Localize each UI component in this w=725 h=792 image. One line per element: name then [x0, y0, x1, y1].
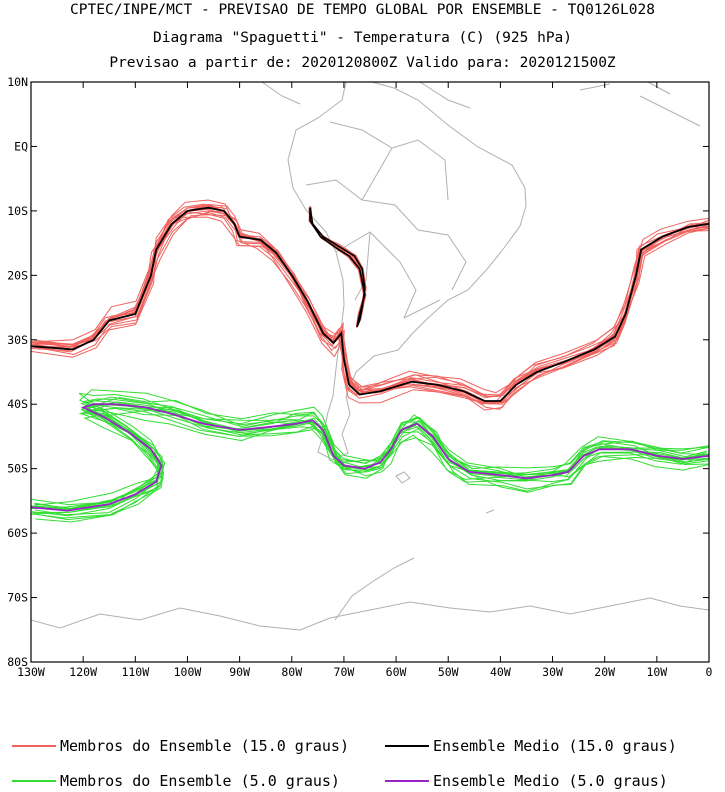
ensemble-means-layer — [31, 206, 709, 512]
y-tick-label: 20S — [7, 268, 28, 282]
legend-members-15: Membros do Ensemble (15.0 graus) — [12, 736, 349, 756]
plot-frame — [30, 81, 710, 663]
x-tick-label: 20W — [594, 665, 615, 679]
member-15c-line — [31, 203, 709, 399]
x-tick-label: 0 — [706, 665, 713, 679]
member-15c-line — [33, 205, 709, 404]
member-15c-line — [31, 204, 709, 404]
x-tick-label: 30W — [542, 665, 563, 679]
axes-layer: 130W 120W 110W 100W 90W 80W 70W 60W 50W 40W 30W 20W… — [7, 75, 712, 679]
y-tick-label: EQ — [14, 139, 28, 153]
x-tick-label: 120W — [69, 665, 97, 679]
member-15c-line — [31, 211, 707, 396]
legend-members-5: Membros do Ensemble (5.0 graus) — [12, 771, 340, 791]
legend-label-mean-15: Ensemble Medio (15.0 graus) — [433, 737, 677, 755]
x-tick-label: 10W — [646, 665, 667, 679]
south-georgia — [485, 509, 495, 514]
legend-label-members-15: Membros do Ensemble (15.0 graus) — [60, 737, 349, 755]
y-tick-label: 50S — [7, 462, 28, 476]
member-15c-line — [31, 203, 709, 411]
x-tick-label: 80W — [281, 665, 302, 679]
legend-swatch-members-5 — [12, 780, 56, 782]
x-tick-label: 130W — [17, 665, 45, 679]
legend-mean-5: Ensemble Medio (5.0 graus) — [385, 771, 668, 791]
member-5c-line — [32, 409, 709, 514]
members-5c-layer — [31, 389, 709, 523]
antarctic-peninsula — [334, 557, 415, 621]
member-15c-line — [32, 205, 709, 405]
x-tick-label: 40W — [490, 665, 511, 679]
mean-15c-andes-line — [309, 207, 366, 328]
x-tick-label: 70W — [334, 665, 355, 679]
x-tick-label: 50W — [438, 665, 459, 679]
y-tick-label: 60S — [7, 526, 28, 540]
coastline-south-america — [287, 82, 527, 461]
member-15c-line — [31, 214, 709, 404]
legend-swatch-mean-5 — [385, 780, 429, 782]
x-tick-label: 60W — [386, 665, 407, 679]
legend-label-members-5: Membros do Ensemble (5.0 graus) — [60, 772, 340, 790]
y-tick-label: 80S — [7, 655, 28, 669]
member-15c-andes-line — [308, 207, 366, 327]
mean-5c-line — [31, 403, 709, 512]
falklands — [395, 471, 411, 484]
x-tick-label: 90W — [229, 665, 250, 679]
legend-label-mean-5: Ensemble Medio (5.0 graus) — [433, 772, 668, 790]
antarctica-coast — [31, 597, 709, 631]
y-tick-label: 10S — [7, 204, 28, 218]
inland-borders — [305, 121, 467, 319]
chart-title-line-2: Diagrama "Spaguetti" - Temperatura (C) (… — [152, 30, 573, 46]
member-5c-line — [31, 392, 709, 519]
y-tick-label: 30S — [7, 333, 28, 347]
coastline-layer — [31, 82, 709, 631]
member-5c-line — [33, 398, 708, 509]
x-tick-label: 110W — [121, 665, 149, 679]
legend-swatch-mean-15 — [385, 745, 429, 747]
mean-15c-line — [31, 206, 709, 402]
y-tick-label: 40S — [7, 397, 28, 411]
y-tick-label: 10N — [7, 75, 28, 89]
legend-swatch-members-15 — [12, 745, 56, 747]
legend-mean-15: Ensemble Medio (15.0 graus) — [385, 736, 677, 756]
member-15c-line — [33, 212, 709, 397]
caribbean-coast — [261, 82, 701, 127]
member-15c-line — [31, 206, 709, 404]
member-5c-line — [34, 407, 709, 516]
chart-title-line-3: Previsao a partir de: 2020120800Z Valido… — [109, 55, 616, 71]
chart-title-line-1: CPTEC/INPE/MCT - PREVISAO DE TEMPO GLOBA… — [70, 2, 655, 18]
y-tick-label: 70S — [7, 591, 28, 605]
x-tick-label: 100W — [174, 665, 202, 679]
